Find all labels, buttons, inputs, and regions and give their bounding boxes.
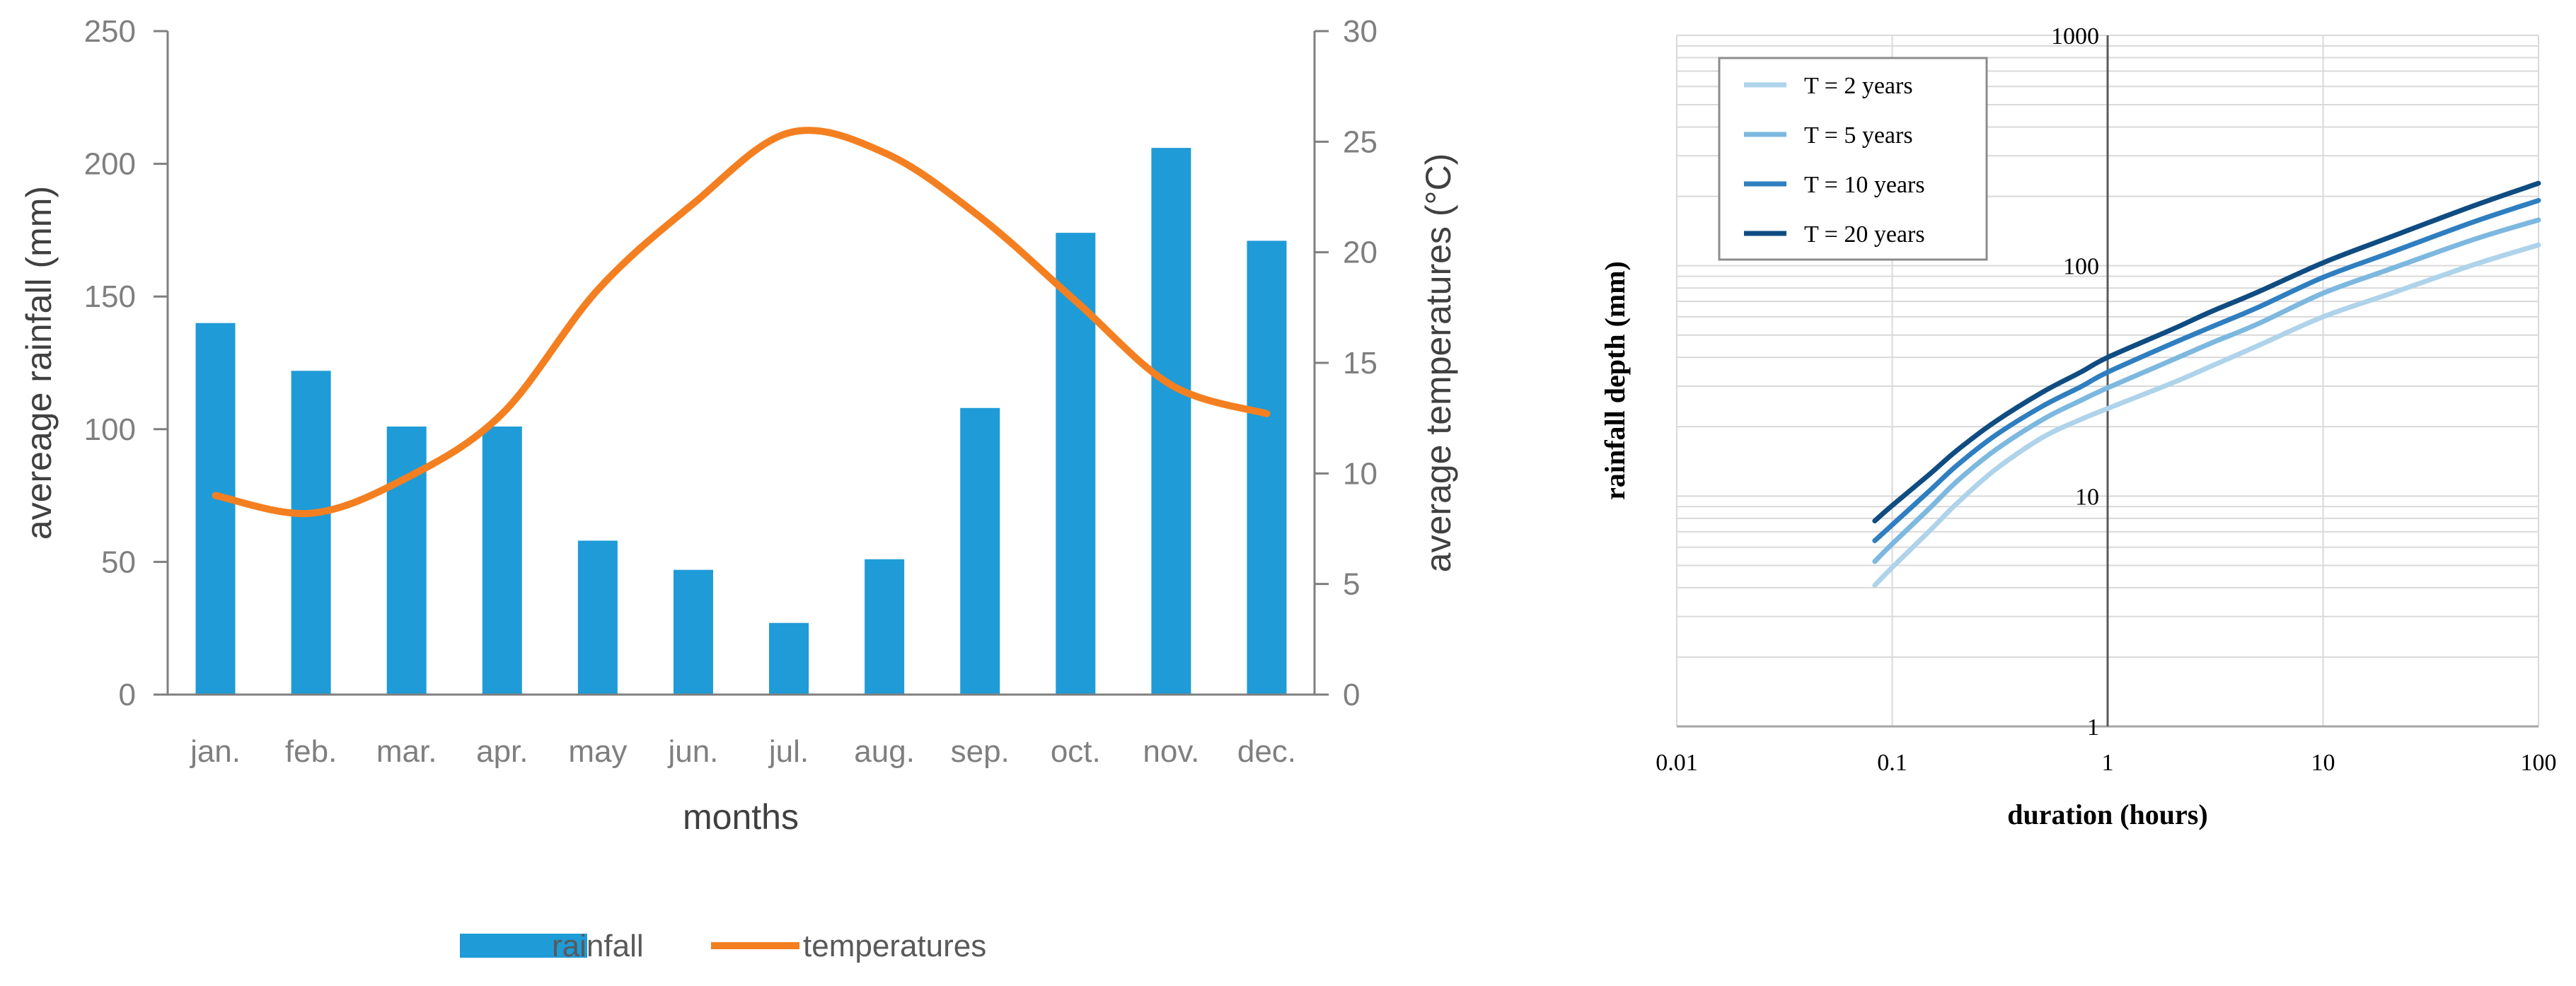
right-y-tick-label: 25	[1343, 124, 1377, 159]
left-y-tick-label: 0	[119, 678, 136, 712]
right-x-tick-label: 10	[2311, 750, 2335, 776]
right-y-tick-label: 1000	[2051, 23, 2099, 50]
right-y-axis-title: rainfall depth (mm)	[1599, 261, 1631, 500]
left-y-tick-label: 50	[101, 545, 136, 579]
left-y-axis-title: avereage rainfall (mm)	[19, 186, 59, 540]
rainfall-bar	[1151, 148, 1191, 695]
rainfall-bar	[577, 540, 618, 695]
right-y-tick-label: 5	[1343, 567, 1360, 602]
right-x-tick-label: 0.01	[1656, 750, 1698, 776]
legend-label-temperatures: temperatures	[803, 929, 986, 963]
right-y-tick-label: 10	[2075, 484, 2099, 510]
idf-curve-4	[1872, 180, 2541, 523]
rainfall-bar	[291, 371, 331, 695]
right-x-tick-label: 0.1	[1877, 750, 1907, 776]
right-y-tick-label: 10	[1343, 456, 1377, 491]
x-tick-label: aug.	[854, 734, 915, 769]
x-tick-label: mar.	[376, 734, 437, 769]
idf-curve-2	[1872, 217, 2541, 564]
legend-label-t2: T = 2 years	[1804, 73, 1913, 99]
right-y-tick-label: 15	[1343, 346, 1377, 381]
rainfall-bar	[769, 622, 809, 695]
right-y-tick-label: 30	[1343, 14, 1377, 49]
idf-curve-1	[1872, 242, 2541, 588]
left-chart: 0 50 100 150 200 250 0 5 10 15 20 25 30 jan. feb. mar…	[19, 14, 1458, 963]
right-y-tick-label: 100	[2063, 254, 2099, 280]
x-tick-label: dec.	[1237, 734, 1296, 769]
right-y-tick-label: 1	[2087, 714, 2099, 741]
x-tick-label: oct.	[1051, 734, 1101, 769]
left-y-tick-label: 200	[84, 147, 136, 182]
legend-label-t10: T = 10 years	[1804, 172, 1925, 198]
rainfall-bar	[1247, 240, 1287, 695]
x-tick-label: nov.	[1143, 734, 1199, 769]
x-tick-label: sep.	[951, 734, 1010, 769]
right-y-tick-label: 20	[1343, 236, 1377, 270]
legend-label-rainfall: rainfall	[552, 929, 644, 963]
right-x-axis-title: duration (hours)	[2007, 799, 2207, 830]
legend-label-t20: T = 20 years	[1804, 221, 1925, 248]
right-x-tick-label: 100	[2521, 750, 2557, 776]
idf-curve-3	[1872, 197, 2541, 543]
legend-box	[1718, 57, 1988, 261]
x-tick-label: may	[568, 734, 627, 769]
right-x-tick-label: 1	[2102, 750, 2114, 776]
right-legend: T = 2 years T = 5 years T = 10 years T =…	[1718, 57, 1988, 261]
left-y-tick-label: 100	[84, 412, 136, 447]
rainfall-bar	[673, 569, 713, 695]
right-chart: 0.01 0.1 1 10 100 1 10 100 1000 T = 2 years T =…	[1599, 23, 2557, 830]
x-tick-label: apr.	[476, 734, 528, 769]
temperatures-line	[212, 127, 1271, 518]
right-y-axis-title: average temperatures (°C)	[1419, 153, 1458, 572]
x-tick-label: jan.	[189, 734, 241, 769]
right-y-tick-label: 0	[1343, 678, 1360, 712]
legend-swatch-rainfall	[460, 934, 587, 958]
legend-label-t5: T = 5 years	[1804, 122, 1913, 149]
x-tick-label: feb.	[285, 734, 337, 769]
x-tick-label: jul.	[768, 734, 809, 769]
x-axis-title: months	[683, 797, 799, 837]
left-y-tick-label: 150	[84, 279, 136, 314]
left-y-tick-label: 250	[84, 14, 136, 49]
rainfall-bar	[960, 407, 1000, 695]
left-legend: rainfall temperatures	[460, 929, 986, 963]
rainfall-bar	[865, 559, 905, 695]
rainfall-bar	[195, 323, 236, 695]
x-tick-label: jun.	[666, 734, 718, 769]
rainfall-bar	[482, 427, 522, 695]
